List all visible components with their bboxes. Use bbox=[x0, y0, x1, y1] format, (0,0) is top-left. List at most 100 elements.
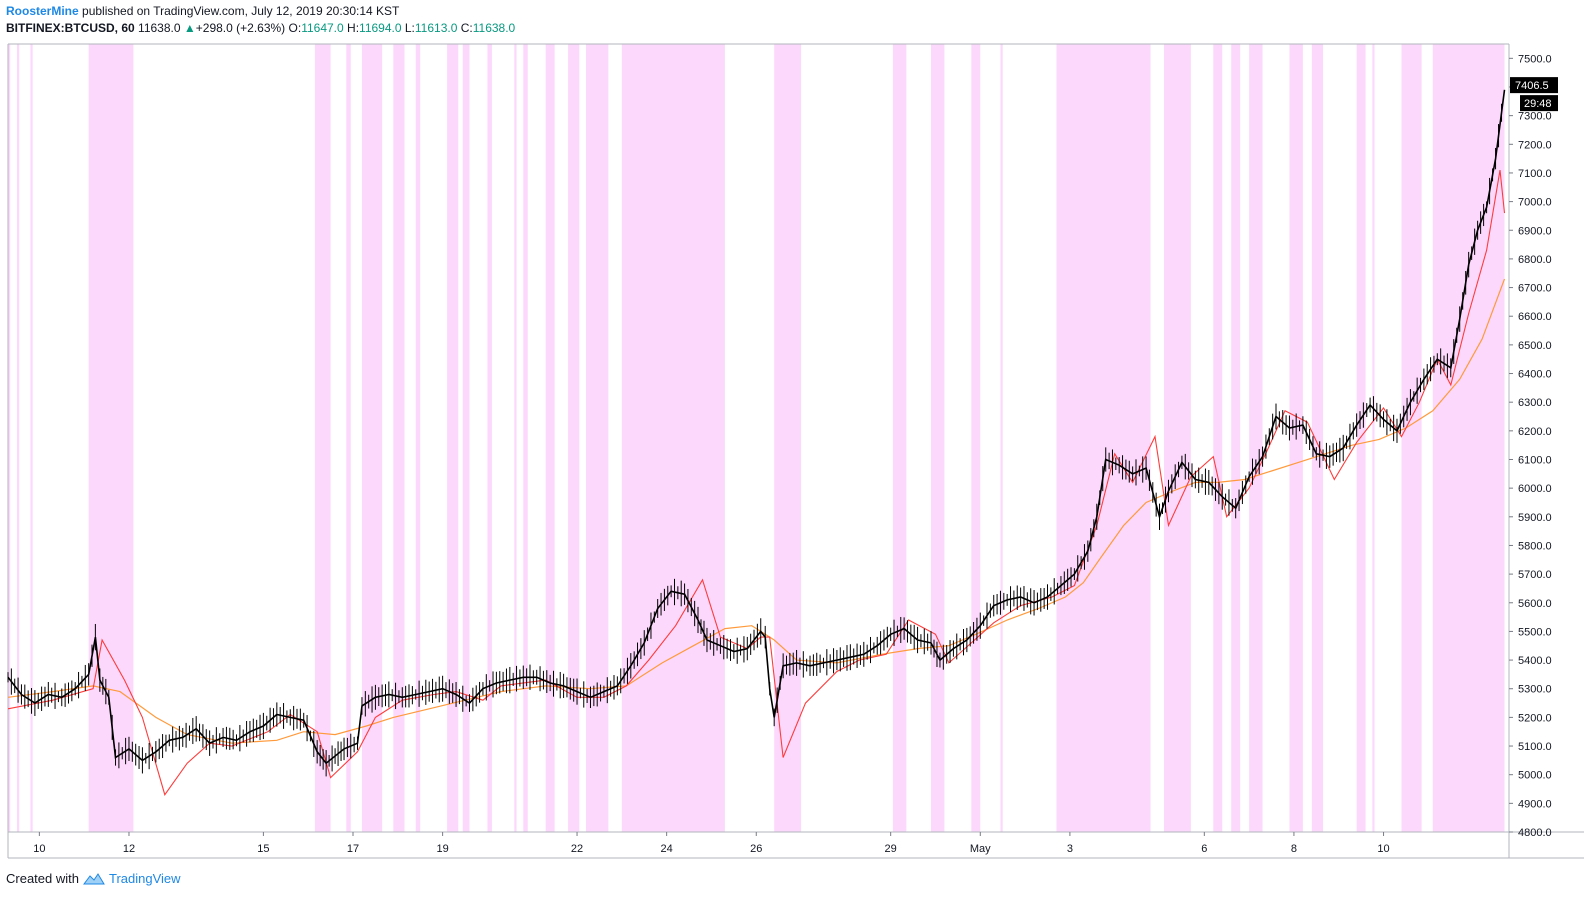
highlight-band bbox=[971, 44, 981, 832]
x-tick-label: 22 bbox=[571, 843, 583, 855]
highlight-band bbox=[1372, 44, 1375, 832]
highlight-band bbox=[462, 44, 470, 832]
x-tick-label: 12 bbox=[123, 843, 135, 855]
publish-info: RoosterMine published on TradingView.com… bbox=[6, 4, 399, 18]
x-tick-label: 24 bbox=[661, 843, 673, 855]
highlight-band bbox=[1356, 44, 1366, 832]
x-tick-label: 26 bbox=[750, 843, 762, 855]
highlight-band bbox=[314, 44, 331, 832]
y-tick-label: 6600.0 bbox=[1518, 311, 1552, 323]
x-tick-label: 19 bbox=[436, 843, 448, 855]
author-link[interactable]: RoosterMine bbox=[6, 4, 79, 18]
y-tick-label: 5500.0 bbox=[1518, 626, 1552, 638]
highlight-band bbox=[1163, 44, 1191, 832]
highlight-band bbox=[1056, 44, 1151, 832]
y-tick-label: 6300.0 bbox=[1518, 397, 1552, 409]
last-price: 11638.0 bbox=[138, 21, 181, 35]
highlight-band bbox=[16, 44, 20, 832]
highlight-band bbox=[361, 44, 383, 832]
x-tick-label: May bbox=[970, 843, 991, 855]
x-tick-label: 29 bbox=[885, 843, 897, 855]
price-change: +298.0 (+2.63%) bbox=[195, 21, 286, 35]
fast-moving-average-line bbox=[7, 170, 1506, 796]
footer: Created with TradingView bbox=[6, 871, 181, 886]
highlight-band bbox=[523, 44, 528, 832]
countdown-tag bbox=[1520, 95, 1558, 112]
tradingview-brand[interactable]: TradingView bbox=[108, 871, 181, 886]
open-label: O: bbox=[288, 21, 302, 35]
highlight-band bbox=[568, 44, 580, 832]
highlight-band bbox=[1231, 44, 1241, 832]
y-tick-label: 6500.0 bbox=[1518, 340, 1552, 352]
y-tick-label: 7000.0 bbox=[1518, 197, 1552, 209]
symbol-legend: BITFINEX:BTCUSD, 60 11638.0 ▲+298.0 (+2.… bbox=[6, 21, 515, 35]
highlight-band bbox=[447, 44, 459, 832]
highlight-band bbox=[585, 44, 609, 832]
highlight-band bbox=[346, 44, 351, 832]
highlight-band bbox=[621, 44, 725, 832]
highlight-band bbox=[545, 44, 555, 832]
highlight-band bbox=[1401, 44, 1422, 832]
slow-moving-average-line bbox=[7, 278, 1506, 744]
y-tick-label: 5100.0 bbox=[1518, 741, 1552, 753]
highlight-band bbox=[88, 44, 134, 832]
y-tick-label: 4800.0 bbox=[1518, 827, 1552, 839]
highlight-band bbox=[1000, 44, 1003, 832]
y-tick-label: 6700.0 bbox=[1518, 283, 1552, 295]
y-tick-label: 7500.0 bbox=[1518, 53, 1552, 65]
price-close-line bbox=[7, 89, 1506, 765]
y-tick-label: 5000.0 bbox=[1518, 770, 1552, 782]
highlight-band bbox=[931, 44, 945, 832]
highlight-band bbox=[1432, 44, 1505, 832]
highlight-band bbox=[892, 44, 907, 832]
created-with-text: Created with bbox=[6, 871, 79, 886]
x-tick-label: 6 bbox=[1201, 843, 1207, 855]
y-tick-label: 6800.0 bbox=[1518, 254, 1552, 266]
highlight-band bbox=[393, 44, 405, 832]
highlight-band bbox=[774, 44, 802, 832]
tradingview-logo-icon bbox=[82, 872, 105, 884]
y-tick-label: 6100.0 bbox=[1518, 454, 1552, 466]
y-tick-label: 5900.0 bbox=[1518, 512, 1552, 524]
y-tick-label: 5200.0 bbox=[1518, 712, 1552, 724]
close-label: C: bbox=[460, 21, 473, 35]
y-tick-label: 7200.0 bbox=[1518, 139, 1552, 151]
x-tick-label: 3 bbox=[1067, 843, 1073, 855]
highlight-band bbox=[514, 44, 517, 832]
y-tick-label: 7300.0 bbox=[1518, 111, 1552, 123]
y-tick-label: 7100.0 bbox=[1518, 168, 1552, 180]
x-tick-label: 10 bbox=[33, 843, 45, 855]
low-label: L: bbox=[404, 21, 415, 35]
symbol-label[interactable]: BITFINEX:BTCUSD, 60 bbox=[6, 21, 135, 35]
x-tick-label: 17 bbox=[347, 843, 359, 855]
highlight-band bbox=[1311, 44, 1324, 832]
highlight-band bbox=[415, 44, 421, 832]
y-tick-label: 6200.0 bbox=[1518, 426, 1552, 438]
low-value: 11613.0 bbox=[414, 21, 458, 35]
publish-text: published on TradingView.com, July 12, 2… bbox=[82, 4, 400, 18]
y-tick-label: 6900.0 bbox=[1518, 225, 1552, 237]
high-value: 11694.0 bbox=[359, 21, 402, 35]
y-tick-label: 5800.0 bbox=[1518, 540, 1552, 552]
last-price-tag-label: 7406.5 bbox=[1515, 80, 1549, 92]
highlight-band bbox=[1249, 44, 1263, 832]
y-tick-label: 5300.0 bbox=[1518, 684, 1552, 696]
y-tick-label: 5600.0 bbox=[1518, 598, 1552, 610]
high-label: H: bbox=[347, 21, 360, 35]
last-price-tag bbox=[1510, 77, 1558, 94]
up-arrow-icon: ▲ bbox=[183, 21, 196, 35]
x-tick-label: 15 bbox=[257, 843, 269, 855]
y-tick-label: 5700.0 bbox=[1518, 569, 1552, 581]
x-tick-label: 10 bbox=[1377, 843, 1389, 855]
open-value: 11647.0 bbox=[301, 21, 344, 35]
y-tick-label: 6000.0 bbox=[1518, 483, 1552, 495]
highlight-band bbox=[8, 44, 11, 832]
y-tick-label: 6400.0 bbox=[1518, 369, 1552, 381]
highlight-band bbox=[30, 44, 33, 832]
highlight-band bbox=[487, 44, 492, 832]
close-value: 11638.0 bbox=[472, 21, 516, 35]
x-tick-label: 8 bbox=[1291, 843, 1297, 855]
highlight-band bbox=[1213, 44, 1223, 832]
countdown-tag-label: 29:48 bbox=[1524, 98, 1552, 110]
